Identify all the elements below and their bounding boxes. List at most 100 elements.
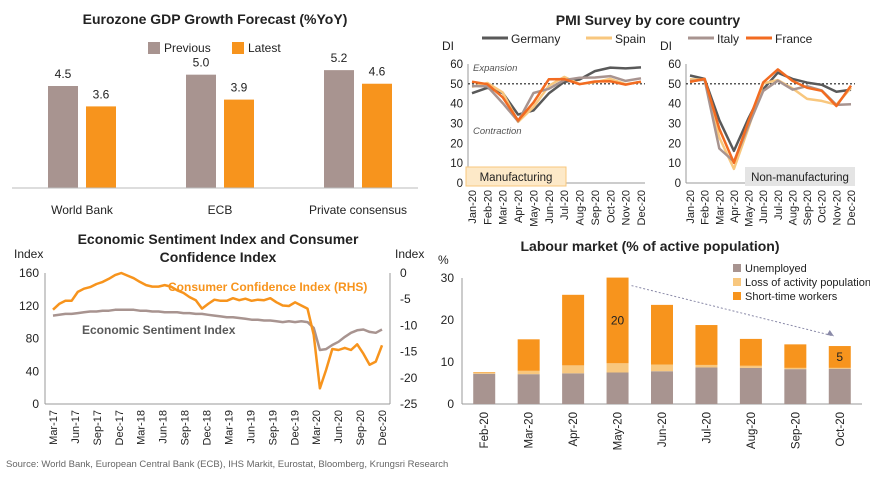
pmi-chart-title: PMI Survey by core country [556,12,741,28]
sentiment-chart: Economic Sentiment Index and Consumer Co… [14,231,424,445]
label-consumer-confidence-index: Consumer Confidence Index (RHS) [168,280,367,294]
legend-label-loss-of-activity-population: Loss of activity population [745,277,870,289]
y-axis-title: % [438,253,449,267]
gdp-chart-title: Eurozone GDP Growth Forecast (%YoY) [83,11,348,27]
data-label-previous-ecb: 5.0 [193,56,210,70]
legend-label-italy: Italy [717,32,739,46]
x-tick-mar-19: Mar-19 [223,410,235,445]
pmi-panel [0,0,440,240]
y-tick-20: 20 [441,313,455,327]
left-axis-title: Index [14,247,43,261]
trend-arrow-head [826,330,834,337]
legend-swatch-previous [148,42,160,54]
nonmfg-x-tick-jun-20: Jun-20 [758,190,770,224]
mfg-x-tick-jul-20: Jul-20 [559,190,571,220]
nonmfg-y-tick-60: 60 [668,59,681,71]
mfg-series-italy [471,74,642,123]
right-tick-neg20: -20 [400,371,418,385]
nonmfg-x-tick-sep-20: Sep-20 [802,190,814,225]
data-label-oct-20: 5 [836,350,843,364]
legend-label-spain: Spain [615,32,646,46]
legend-label-short-time-workers: Short-time workers [745,291,838,303]
bar-short-time-workers-jul-20 [695,325,718,365]
nonmfg-y-tick-30: 30 [668,119,681,131]
nonmfg-x-tick-nov-20: Nov-20 [831,190,843,225]
bar-short-time-workers-sep-20 [784,344,807,368]
x-tick-mar-20: Mar-20 [311,410,323,445]
x-tick-sep-18: Sep-18 [180,410,192,445]
series-economic-sentiment-index [52,308,383,352]
y-tick-0: 0 [447,397,454,411]
legend-label-unemployed: Unemployed [745,263,807,275]
gdp-forecast-panel: Eurozone GDP Growth Forecast (%YoY) Prev… [0,0,430,225]
right-tick-neg25: -25 [400,397,418,411]
bar-short-time-workers-aug-20 [739,338,762,366]
sentiment-chart-title-line2: Confidence Index [160,249,277,265]
mfg-x-tick-may-20: May-20 [528,190,540,227]
data-label-latest-ecb: 3.9 [231,81,248,95]
y-tick-10: 10 [441,355,455,369]
legend-label-latest: Latest [248,41,281,55]
nonmfg-x-tick-oct-20: Oct-20 [817,190,829,223]
gdp-forecast-chart: Eurozone GDP Growth Forecast (%YoY) Prev… [12,11,418,217]
category-label-world-bank: World Bank [51,203,114,217]
bar-previous-world-bank [48,86,78,188]
nonmfg-x-tick-aug-20: Aug-20 [787,190,799,225]
mfg-y-tick-10: 10 [450,158,463,170]
x-tick-feb-20: Feb-20 [479,412,491,448]
nonmfg-y-tick-0: 0 [675,178,681,190]
bar-unemployed-feb-20 [473,373,496,404]
bar-loss-of-activity-population-may-20 [606,363,629,373]
nonmfg-y-tick-20: 20 [668,138,681,150]
mfg-x-tick-oct-20: Oct-20 [605,190,617,223]
left-tick-160: 160 [19,266,39,280]
bar-loss-of-activity-population-feb-20 [473,372,496,374]
mfg-x-tick-mar-20: Mar-20 [498,190,510,225]
category-label-ecb: ECB [208,203,233,217]
nonmfg-panel-label-box [745,167,855,186]
bar-unemployed-sep-20 [784,369,807,404]
mfg-y-tick-30: 30 [450,119,463,131]
left-tick-80: 80 [26,332,40,346]
legend-swatch-unemployed [733,264,741,272]
bar-unemployed-mar-20 [517,374,540,404]
bar-unemployed-apr-20 [562,373,585,404]
mfg-y-tick-60: 60 [450,59,463,71]
left-tick-0: 0 [32,397,39,411]
nonmfg-y-tick-50: 50 [668,79,681,91]
nonmfg-series-spain [689,78,852,171]
right-axis-title: Index [395,247,424,261]
mfg-x-tick-jun-20: Jun-20 [544,190,556,224]
x-tick-jun-20: Jun-20 [333,410,345,444]
bar-loss-of-activity-population-sep-20 [784,367,807,370]
mfg-x-tick-feb-20: Feb-20 [482,190,494,225]
nonmfg-y-tick-40: 40 [668,99,681,111]
mfg-x-tick-apr-20: Apr-20 [513,190,525,223]
bar-loss-of-activity-population-apr-20 [562,365,585,374]
left-tick-40: 40 [26,364,40,378]
bar-short-time-workers-mar-20 [517,339,540,371]
bar-latest-private-consensus [362,83,392,188]
nonmfg-x-tick-apr-20: Apr-20 [729,190,741,223]
mfg-annotation-expansion: Expansion [473,63,517,74]
data-label-latest-private-consensus: 4.6 [369,65,386,79]
y-tick-30: 30 [441,271,455,285]
nonmfg-panel-label: Non-manufacturing [751,172,849,184]
x-tick-jul-20: Jul-20 [701,412,713,443]
x-tick-oct-20: Oct-20 [835,412,847,447]
legend-swatch-short-time-workers [733,292,741,300]
nonmfg-series-france [689,68,853,165]
mfg-series-germany [471,66,642,116]
mfg-series-france [471,77,642,122]
mfg-annotation-contraction: Contraction [473,126,522,137]
mfg-panel-label-box [465,166,567,187]
x-tick-apr-20: Apr-20 [568,412,580,447]
nonmfg-x-tick-jan-20: Jan-20 [685,190,697,224]
data-label-may-20: 20 [611,313,625,327]
bar-loss-of-activity-population-jun-20 [651,364,673,372]
x-tick-dec-19: Dec-19 [289,410,301,445]
nonmfg-x-tick-may-20: May-20 [744,190,756,227]
mfg-x-tick-aug-20: Aug-20 [575,190,587,225]
bar-unemployed-aug-20 [739,367,762,404]
x-tick-sep-20: Sep-20 [790,412,802,449]
